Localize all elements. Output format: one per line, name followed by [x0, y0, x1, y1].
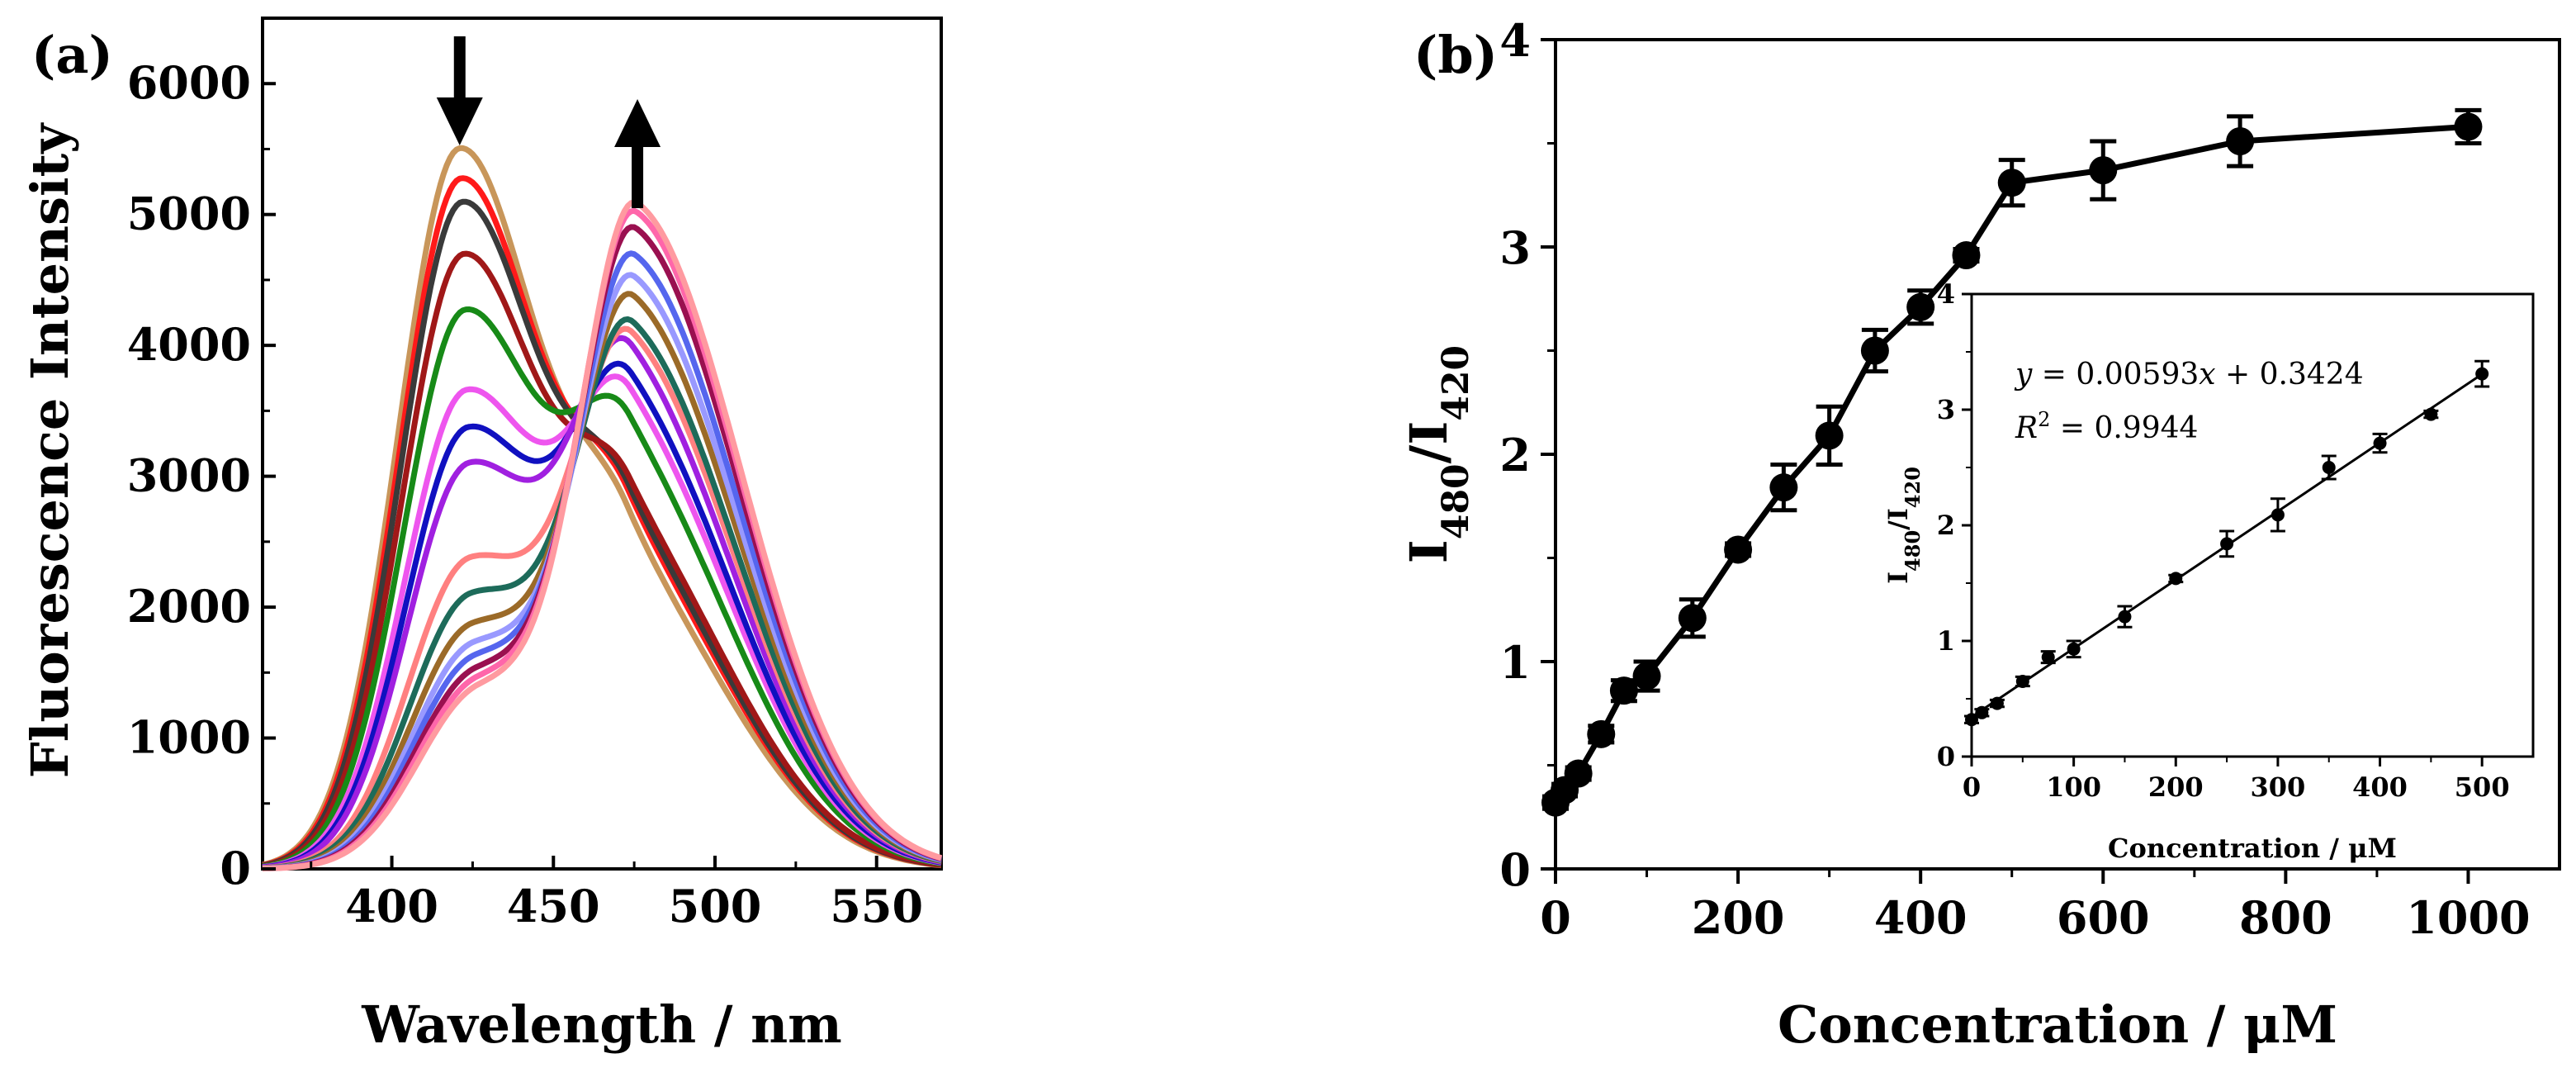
panel-a-x-axis-label: Wavelength / nm — [361, 994, 842, 1055]
panel-b-label: (b) — [1413, 25, 1498, 85]
inset-data-point — [2041, 650, 2055, 664]
b-data-point — [1632, 662, 1661, 690]
spectrum-curve-4 — [262, 250, 942, 869]
inset-y-ticks: 0 1 2 3 4 — [1937, 278, 1972, 772]
inset-series — [1964, 359, 2490, 727]
b-data-point — [1587, 719, 1616, 748]
arrow-down-icon — [436, 97, 483, 145]
b-x-tick-label: 200 — [1692, 891, 1785, 944]
panel-b-x-ticks: 0 200 400 600 800 1000 — [1540, 869, 2531, 944]
inset-x-tick-label: 400 — [2352, 771, 2408, 803]
inset-data-point — [2424, 407, 2438, 421]
b-x-tick-label: 400 — [1874, 891, 1968, 944]
inset-data-point — [2322, 461, 2336, 474]
inset-chart: 0 1 2 3 4 0 100 200 300 400 500 y = 0.00593x + 0.… — [1882, 278, 2535, 864]
b-y-tick-label: 2 — [1499, 429, 1531, 482]
b-data-point — [2089, 156, 2118, 185]
spectrum-curve-13 — [262, 250, 942, 871]
b-data-point — [2454, 112, 2483, 141]
inset-data-point — [2220, 537, 2234, 551]
inset-fit-equation: y = 0.00593x + 0.3424 — [2014, 358, 2364, 392]
inset-x-axis-label: Concentration / μM — [2108, 833, 2397, 864]
panel-a-frame — [261, 17, 943, 871]
b-data-point — [1769, 473, 1798, 502]
b-data-point — [1906, 292, 1935, 321]
b-data-point — [1997, 168, 2026, 197]
a-y-tick-label: 5000 — [127, 187, 251, 240]
inset-y-axis-label: I480/I420 — [1882, 467, 1925, 584]
b-y-tick-label: 0 — [1499, 843, 1531, 896]
panel-b-y-ticks: 0 1 2 3 4 — [1499, 14, 1556, 896]
inset-y-tick-label: 0 — [1937, 741, 1955, 772]
b-data-point — [1860, 336, 1889, 365]
b-data-point — [2226, 126, 2255, 155]
panel-b-x-axis-label: Concentration / μM — [1778, 994, 2337, 1055]
panel-a-y-ticks: 0 1000 2000 3000 4000 5000 6000 — [127, 56, 276, 895]
panel-a-label: (a) — [31, 25, 113, 85]
b-x-tick-label: 800 — [2239, 891, 2332, 944]
spectrum-curve-5 — [262, 306, 942, 870]
inset-x-tick-label: 0 — [1963, 771, 1981, 803]
inset-x-tick-label: 300 — [2251, 771, 2306, 803]
b-y-tick-label: 3 — [1499, 221, 1531, 274]
panel-b-y-axis-label: I480/I420 — [1399, 345, 1477, 563]
spectrum-curve-1 — [262, 145, 942, 869]
a-x-tick-label: 500 — [669, 880, 762, 933]
b-y-tick-label: 1 — [1499, 636, 1531, 689]
inset-y-tick-label: 4 — [1937, 278, 1955, 310]
inset-y-tick-label: 1 — [1937, 625, 1955, 657]
b-x-tick-label: 1000 — [2406, 891, 2530, 944]
a-y-tick-label: 2000 — [127, 580, 251, 633]
a-y-tick-label: 0 — [220, 842, 251, 895]
panel-a: (a) 0 1000 2000 3000 4000 5000 6000 400 450 500 5… — [20, 17, 943, 1055]
inset-data-point — [2169, 572, 2183, 586]
b-x-tick-label: 0 — [1540, 891, 1571, 944]
inset-data-point — [1990, 696, 2004, 710]
inset-data-point — [2271, 508, 2285, 522]
inset-data-point — [1975, 705, 1989, 719]
inset-x-tick-label: 200 — [2148, 771, 2204, 803]
b-data-point — [1815, 421, 1844, 450]
panel-b-series — [1541, 107, 2483, 817]
panel-a-arrows — [436, 36, 661, 208]
inset-x-ticks: 0 100 200 300 400 500 — [1963, 757, 2510, 803]
a-x-tick-label: 450 — [507, 880, 600, 933]
spectrum-curve-16 — [262, 199, 943, 872]
a-y-tick-label: 4000 — [127, 318, 251, 371]
b-y-tick-label: 4 — [1499, 14, 1531, 67]
a-x-tick-label: 400 — [345, 880, 438, 933]
spectrum-curve-10 — [262, 316, 942, 871]
inset-data-point — [2118, 610, 2132, 624]
inset-data-point — [2015, 675, 2029, 688]
b-data-point — [1609, 676, 1638, 705]
inset-y-tick-label: 3 — [1937, 394, 1955, 425]
inset-data-point — [2067, 642, 2081, 656]
inset-x-tick-label: 100 — [2046, 771, 2101, 803]
b-data-point — [1724, 535, 1753, 564]
inset-data-point — [2373, 436, 2387, 450]
b-data-point — [1952, 241, 1981, 270]
a-y-tick-label: 3000 — [127, 449, 251, 502]
b-data-point — [1564, 759, 1593, 788]
inset-y-tick-label: 2 — [1937, 510, 1955, 541]
a-x-tick-label: 550 — [830, 880, 923, 933]
panel-a-y-axis-label: Fluorescence Intensity — [20, 122, 80, 778]
spectrum-curve-7 — [262, 360, 942, 871]
panel-a-x-ticks: 400 450 500 550 — [310, 856, 923, 933]
inset-data-point — [2475, 367, 2489, 381]
b-x-tick-label: 600 — [2057, 891, 2150, 944]
a-y-tick-label: 6000 — [127, 56, 251, 109]
a-y-tick-label: 1000 — [127, 711, 251, 764]
arrow-up-icon — [614, 99, 661, 147]
inset-r-squared: R2 = 0.9944 — [2015, 408, 2198, 445]
inset-frame — [1970, 292, 2535, 758]
panel-a-curves — [262, 145, 943, 872]
inset-x-tick-label: 500 — [2455, 771, 2510, 803]
b-data-point — [1678, 604, 1707, 633]
